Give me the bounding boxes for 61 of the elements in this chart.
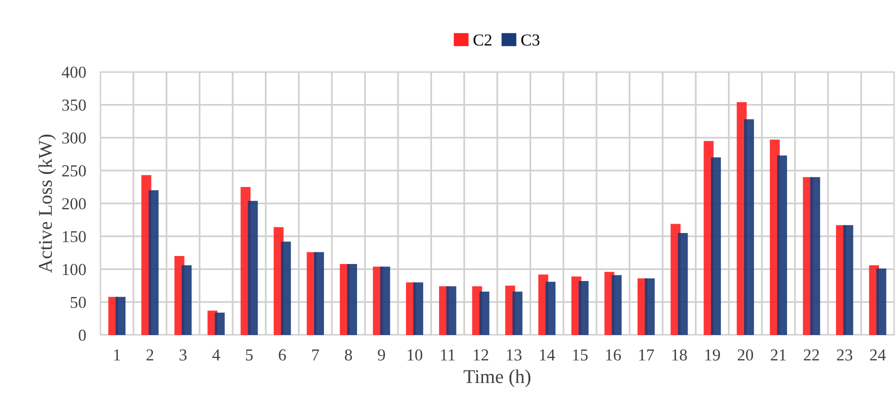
- x-tick-label: 1: [114, 349, 120, 360]
- x-tick-label: 22: [804, 349, 819, 360]
- y-tick-label: 250: [62, 165, 86, 177]
- bar: [116, 296, 126, 335]
- y-tick-label: 150: [62, 231, 86, 242]
- x-tick-label: 21: [770, 349, 786, 360]
- bar: [347, 264, 358, 335]
- bar: [413, 282, 424, 335]
- x-tick-label: 7: [312, 350, 320, 360]
- bar: [578, 281, 589, 335]
- bar: [644, 278, 655, 335]
- bar: [678, 233, 688, 335]
- x-tick-label: 3: [180, 349, 187, 361]
- y-tick-label: 200: [62, 198, 86, 210]
- bar: [710, 157, 721, 335]
- x-tick-label: 10: [408, 349, 422, 361]
- x-tick-label: 18: [672, 349, 687, 361]
- bar: [314, 252, 324, 335]
- legend-label: C2: [474, 34, 492, 46]
- y-axis-title: Active Loss (kW): [38, 134, 56, 273]
- x-tick-label: 17: [639, 349, 654, 360]
- x-tick-label: 11: [441, 349, 455, 360]
- bar: [876, 268, 886, 335]
- bar: [182, 265, 192, 335]
- x-tick-label: 15: [573, 349, 588, 361]
- y-tick-label: 100: [62, 264, 86, 276]
- x-tick-label: 24: [870, 349, 886, 360]
- y-tick-label: 400: [62, 66, 86, 78]
- x-tick-label: 16: [606, 349, 621, 361]
- legend-label: C3: [521, 34, 540, 46]
- x-tick-label: 5: [246, 350, 253, 361]
- bar: [380, 266, 390, 335]
- x-tick-label: 9: [378, 349, 385, 361]
- y-tick-label: 300: [62, 132, 86, 144]
- x-tick-label: 20: [738, 349, 754, 361]
- bar: [280, 242, 291, 335]
- bar: [214, 312, 225, 335]
- bar: [777, 155, 788, 335]
- x-tick-label: 2: [146, 349, 154, 360]
- bar: [512, 292, 522, 335]
- bar: [248, 200, 258, 335]
- y-tick-label: 350: [62, 100, 86, 111]
- y-tick-label: 0: [78, 330, 86, 341]
- bar: [148, 190, 159, 335]
- x-tick-label: 12: [474, 349, 488, 360]
- bar: [744, 119, 754, 335]
- bar: [546, 282, 556, 335]
- x-tick-label: 13: [506, 349, 522, 361]
- bar: [479, 292, 490, 335]
- x-tick-label: 8: [344, 349, 352, 361]
- bar: [810, 177, 820, 335]
- y-tick-label: 50: [70, 296, 86, 308]
- x-tick-label: 14: [540, 349, 555, 360]
- bar: [612, 275, 622, 335]
- x-tick-label: 6: [278, 349, 286, 361]
- x-tick-label: 4: [212, 349, 220, 360]
- x-tick-label: 23: [836, 349, 852, 361]
- bar: [446, 286, 456, 335]
- x-tick-label: 19: [705, 349, 720, 361]
- x-axis-title: Time (h): [464, 370, 530, 388]
- bar: [843, 225, 854, 335]
